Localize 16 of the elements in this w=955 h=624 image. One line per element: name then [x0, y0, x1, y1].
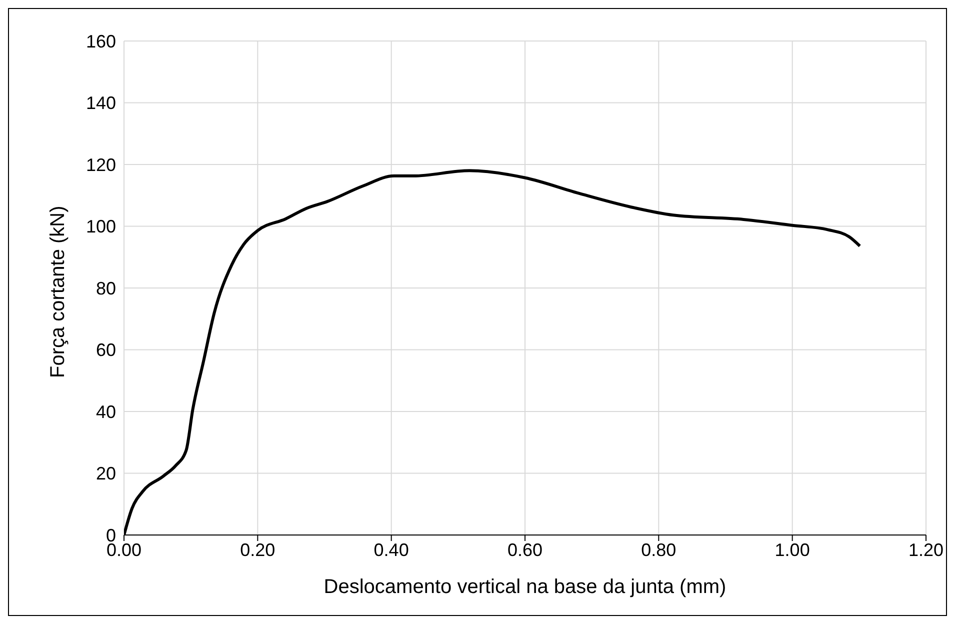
y-tick-label: 20 — [96, 464, 116, 484]
x-axis-title: Deslocamento vertical na base da junta (mm) — [324, 576, 726, 598]
x-tick-label: 0.60 — [507, 540, 543, 560]
y-tick-label: 120 — [86, 154, 116, 175]
y-tick-label: 80 — [96, 278, 116, 298]
x-tick-label: 1.00 — [774, 540, 810, 560]
y-tick-label: 160 — [86, 31, 116, 52]
x-tick-label: 0.80 — [641, 540, 676, 560]
y-tick-label: 60 — [96, 340, 116, 360]
y-axis-title: Força cortante (kN) — [47, 206, 70, 378]
x-tick-label: 1.20 — [908, 540, 944, 560]
y-tick-label: 40 — [96, 402, 116, 422]
x-tick-label: 0.20 — [240, 540, 276, 560]
y-tick-label: 140 — [86, 93, 116, 114]
y-tick-label: 100 — [86, 216, 116, 237]
x-tick-label: 0.40 — [374, 540, 409, 560]
